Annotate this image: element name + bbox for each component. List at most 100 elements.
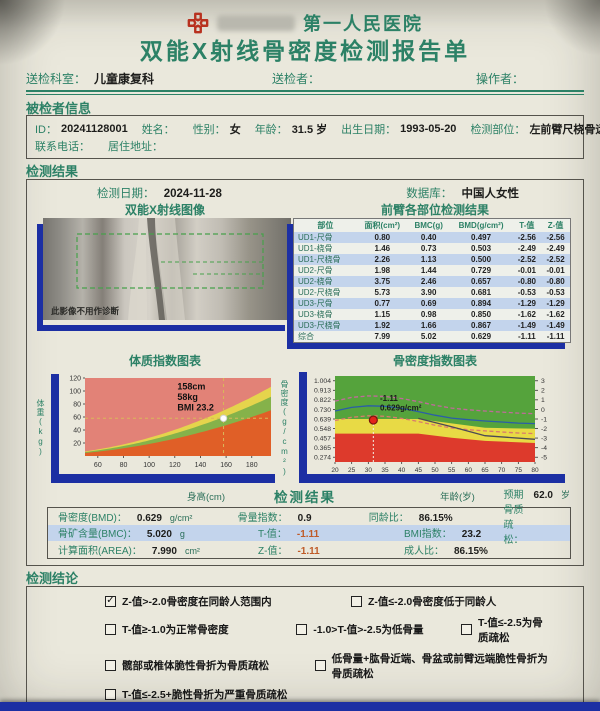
svg-text:160: 160 bbox=[220, 462, 232, 469]
svg-text:-2: -2 bbox=[541, 426, 547, 433]
conclusion-box: ✓ Z-值>-2.0骨密度在同龄人范围内 Z-值≤-2.0骨密度低于同龄人 T-值≥-… bbox=[26, 585, 584, 711]
summary-row: 骨密度(BMD)： 0.629 g/cm² 骨量指数： 0.9 同龄比： 86.15% 预期骨… bbox=[48, 490, 570, 546]
field-label: 姓名： bbox=[141, 123, 175, 136]
summary-cell: 成人比： 86.15% bbox=[404, 545, 488, 557]
summary-cell: 同龄比： 86.15% bbox=[368, 512, 453, 524]
checked-checkbox-icon[interactable]: ✓ bbox=[105, 595, 116, 607]
svg-text:60: 60 bbox=[73, 415, 81, 422]
hospital-name: 第一人民医院 bbox=[303, 14, 423, 34]
svg-text:-4: -4 bbox=[541, 445, 547, 452]
table-row: UD2-尺骨 1.98 1.44 0.729 -0.01 -0.01 bbox=[298, 266, 565, 275]
operator-label: 操作者： bbox=[475, 71, 524, 86]
svg-text:58kg: 58kg bbox=[177, 392, 198, 402]
conclusion-checkbox[interactable]: T-值≤-2.5+脆性骨折为严重骨质疏松 bbox=[105, 687, 351, 702]
svg-text:60: 60 bbox=[94, 462, 102, 469]
results-section-title: 检测结果 bbox=[26, 164, 79, 179]
svg-text:180: 180 bbox=[246, 462, 258, 469]
conclusion-section-title: 检测结论 bbox=[26, 570, 79, 586]
conclusion-checkbox[interactable]: ✓ Z-值>-2.0骨密度在同龄人范围内 bbox=[105, 594, 351, 609]
table-row: UD1-尺骨 0.80 0.40 0.497 -2.56 -2.56 bbox=[293, 232, 571, 243]
checkbox-label: T-值≤-2.5为骨质疏松 bbox=[478, 616, 543, 644]
checkbox-label: 髋部或椎体脆性骨折为骨质疏松 bbox=[122, 660, 269, 672]
conclusion-checkbox[interactable]: T-值≤-2.5为骨质疏松 bbox=[461, 615, 549, 645]
bmd-chart-title: 骨密度指数图表 bbox=[392, 354, 477, 368]
unchecked-checkbox-icon[interactable] bbox=[461, 624, 473, 635]
date-row: 检测日期： 2024-11-28 数据库： 中国人女性 bbox=[35, 184, 575, 201]
divider bbox=[26, 90, 584, 95]
summary-cell: 预期骨质疏松： 62.0 岁 bbox=[503, 490, 570, 547]
svg-text:140: 140 bbox=[195, 462, 207, 469]
col-header: BMD(g/cm²) bbox=[458, 221, 504, 230]
field-value: 左前臂尺桡骨远端 bbox=[529, 123, 600, 136]
summary-cell: T-值： -1.11 bbox=[258, 529, 320, 541]
report-title: 双能X射线骨密度检测报告单 bbox=[139, 38, 471, 64]
svg-text:100: 100 bbox=[143, 462, 155, 469]
table-title: 前臂各部位检测结果 bbox=[380, 203, 489, 217]
checkbox-label: 低骨量+肱骨近端、骨盆或前臂远端脆性骨折为骨质疏松 bbox=[331, 652, 548, 680]
table-row: UD3-尺桡骨 1.92 1.66 0.867 -1.49 -1.49 bbox=[293, 320, 571, 331]
svg-text:40: 40 bbox=[73, 428, 81, 435]
svg-text:0.629g/cm²: 0.629g/cm² bbox=[380, 404, 422, 413]
date-label: 检测日期： bbox=[97, 187, 155, 200]
conclusion-checkbox[interactable]: Z-值≤-2.0骨密度低于同龄人 bbox=[351, 594, 496, 609]
svg-text:65: 65 bbox=[481, 467, 489, 474]
svg-text:-1.11: -1.11 bbox=[380, 394, 398, 403]
summary-title: 检测结果 bbox=[274, 490, 336, 505]
col-header: 部位 bbox=[317, 221, 334, 230]
date-value: 2024-11-28 bbox=[163, 187, 222, 200]
svg-text:0: 0 bbox=[541, 407, 545, 414]
field-value: 1993-05-20 bbox=[400, 122, 457, 135]
results-box: 检测日期： 2024-11-28 数据库： 中国人女性 双能X射线图像 前臂各部… bbox=[26, 179, 584, 566]
unchecked-checkbox-icon[interactable] bbox=[314, 660, 326, 671]
svg-text:BMI 23.2: BMI 23.2 bbox=[177, 403, 214, 413]
conclusion-checkbox[interactable]: 髋部或椎体脆性骨折为骨质疏松 bbox=[105, 658, 315, 673]
summary-row: 计算面积(AREA)： 7.990 cm² Z-值： -1.11 成人比： 86.15% bbox=[48, 541, 570, 558]
svg-text:-3: -3 bbox=[541, 435, 547, 442]
field-label: 居住地址： bbox=[108, 140, 163, 153]
unchecked-checkbox-icon[interactable] bbox=[105, 624, 116, 635]
xray-svg: 此影像不用作诊断 bbox=[43, 218, 291, 320]
col-header: 面积(cm²) bbox=[364, 221, 401, 230]
checkbox-label: Z-值>-2.0骨密度在同龄人范围内 bbox=[122, 595, 272, 608]
svg-text:35: 35 bbox=[381, 467, 389, 474]
svg-text:1.004: 1.004 bbox=[314, 378, 331, 385]
xray-title: 双能X射线图像 bbox=[124, 203, 205, 217]
database-label: 数据库： bbox=[406, 187, 453, 200]
unchecked-checkbox-icon[interactable] bbox=[105, 660, 116, 671]
conclusion-checkbox[interactable]: 低骨量+肱骨近端、骨盆或前臂远端脆性骨折为骨质疏松 bbox=[314, 651, 549, 681]
svg-text:-1: -1 bbox=[541, 416, 547, 423]
field-value: 31.5 岁 bbox=[291, 123, 328, 136]
svg-text:30: 30 bbox=[365, 467, 373, 474]
field-value: 女 bbox=[229, 123, 241, 136]
conclusion-checkbox[interactable]: -1.0>T-值>-2.5为低骨量 bbox=[296, 622, 461, 637]
unchecked-checkbox-icon[interactable] bbox=[296, 624, 308, 635]
hospital-header: 第一人民医院 bbox=[26, 10, 584, 36]
svg-text:0.274: 0.274 bbox=[314, 455, 331, 462]
svg-text:40: 40 bbox=[398, 467, 406, 474]
summary-cell: 骨密度(BMD)： 0.629 g/cm² bbox=[58, 512, 193, 524]
field-value: 20241128001 bbox=[61, 122, 128, 135]
dept-value: 儿童康复科 bbox=[94, 71, 155, 86]
xray-image: 此影像不用作诊断 bbox=[43, 218, 291, 325]
table-row: UD2-尺桡骨 5.73 3.90 0.681 -0.53 -0.53 bbox=[298, 288, 565, 297]
svg-text:70: 70 bbox=[498, 467, 506, 474]
svg-text:60: 60 bbox=[465, 467, 473, 474]
svg-text:120: 120 bbox=[169, 462, 181, 469]
field-label: 年龄： bbox=[254, 123, 288, 136]
svg-text:20: 20 bbox=[331, 467, 339, 474]
unchecked-checkbox-icon[interactable] bbox=[351, 595, 362, 607]
svg-text:1: 1 bbox=[541, 397, 545, 404]
checkbox-label: -1.0>T-值>-2.5为低骨量 bbox=[313, 624, 424, 636]
svg-text:50: 50 bbox=[431, 467, 439, 474]
svg-text:0.457: 0.457 bbox=[314, 435, 331, 442]
checkbox-label: Z-值≤-2.0骨密度低于同龄人 bbox=[368, 595, 497, 608]
table-row: 综合 7.99 5.02 0.629 -1.11 -1.11 bbox=[298, 332, 565, 341]
conclusion-checkbox[interactable]: T-值≥-1.0为正常骨密度 bbox=[105, 622, 296, 637]
svg-text:0.913: 0.913 bbox=[314, 388, 331, 395]
col-header: Z-值 bbox=[547, 221, 564, 230]
bmd-chart: 骨密度(g/cm²) -1.11 0.629g/cm² 1.004 0.913 0.82… bbox=[279, 370, 575, 486]
bone-radius bbox=[155, 218, 185, 320]
dept-label: 送检科室： bbox=[26, 71, 87, 86]
unchecked-checkbox-icon[interactable] bbox=[105, 688, 116, 700]
